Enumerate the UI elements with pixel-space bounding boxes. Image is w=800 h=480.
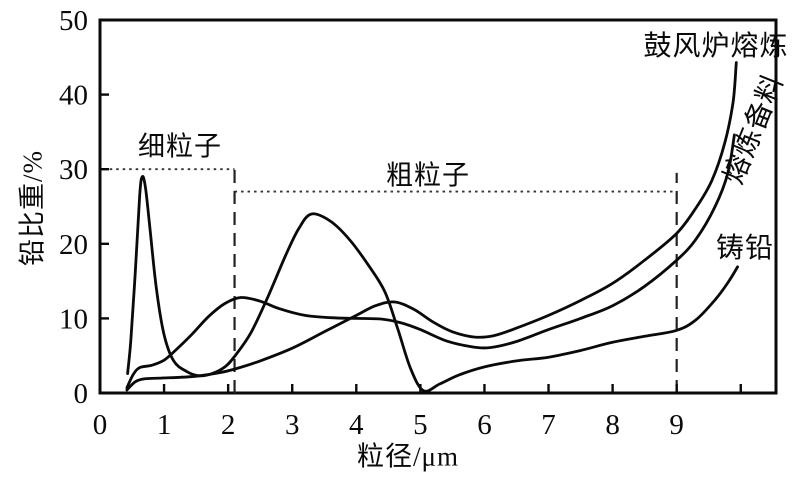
x-tick-labels: 0 1 2 3 4 5 6 7 8 9 [93, 409, 684, 441]
coarse-particles-region-label: 粗粒子 [386, 160, 470, 191]
x-axis-ticks [98, 384, 742, 393]
x-tick-label: 4 [349, 409, 364, 441]
y-tick-label: 0 [74, 378, 89, 410]
fine-particles-region-label: 细粒子 [138, 131, 222, 162]
x-tick-label: 6 [477, 409, 492, 441]
annotation-lines [103, 163, 678, 393]
x-tick-label: 8 [605, 409, 620, 441]
x-tick-label: 2 [221, 409, 236, 441]
y-tick-label: 20 [59, 229, 88, 261]
series-label-blast-furnace-smelting: 鼓风炉熔炼 [643, 31, 789, 62]
x-tick-label: 3 [285, 409, 300, 441]
y-tick-label: 40 [59, 80, 88, 112]
x-tick-label: 0 [93, 409, 108, 441]
series-label-cast-lead: 铸铅 [715, 233, 775, 264]
y-axis-ticks [100, 93, 109, 320]
y-tick-labels: 0 10 20 30 40 50 [59, 5, 88, 410]
y-axis-title: 铅比重/% [17, 150, 48, 266]
x-tick-label: 7 [541, 409, 556, 441]
x-tick-label: 5 [413, 409, 428, 441]
x-axis-title: 粒径/μm [357, 441, 459, 472]
plot-border [98, 18, 778, 395]
y-tick-label: 10 [59, 303, 88, 335]
series-curves [125, 61, 739, 393]
curve-blast-furnace-smelting [125, 61, 738, 392]
x-tick-label: 9 [669, 409, 684, 441]
y-tick-label: 30 [59, 154, 88, 186]
curve-smelting-preparation [125, 133, 736, 390]
curve-cast-lead [126, 175, 739, 393]
y-tick-label: 50 [59, 5, 88, 37]
x-tick-label: 1 [157, 409, 172, 441]
